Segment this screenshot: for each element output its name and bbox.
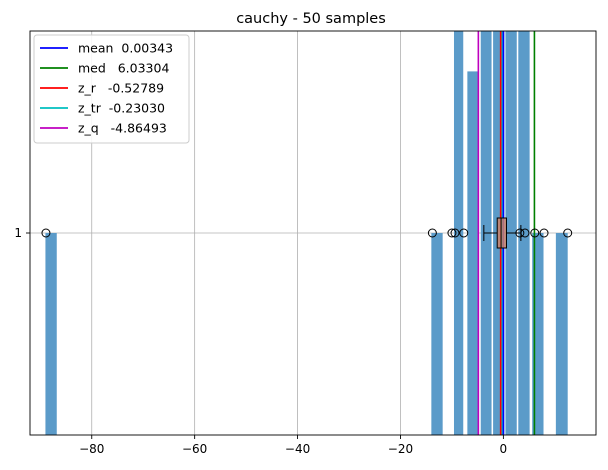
legend-label: med 6.03304 (78, 61, 169, 76)
outlier-point (427, 228, 437, 238)
boxplot (41, 217, 573, 249)
legend: mean 0.00343 med 6.03304 z_r -0.52789 z_tr … (33, 34, 190, 144)
box-iqr (496, 217, 507, 249)
histogram-bar (467, 71, 479, 436)
legend-label: z_tr -0.23030 (78, 101, 165, 116)
outlier-point (459, 228, 469, 238)
legend-box (33, 34, 190, 144)
axis-ticks: −80 −60 −40 −20 0 1 (14, 226, 507, 456)
histogram-bar (431, 233, 443, 435)
histogram-bar (532, 233, 544, 435)
x-tick-label: −80 (79, 442, 104, 456)
outlier-point (447, 228, 457, 238)
x-tick-label: −20 (388, 442, 413, 456)
outlier-point (41, 228, 51, 238)
outlier-point (563, 228, 573, 238)
outlier-point (520, 228, 530, 238)
histogram-bar (45, 233, 57, 435)
histogram-bar (555, 233, 568, 435)
x-tick-label: −60 (182, 442, 207, 456)
y-tick-label: 1 (14, 226, 22, 240)
chart-title: cauchy - 50 samples (236, 11, 386, 27)
legend-label: z_q -4.86493 (78, 121, 167, 136)
outlier-point (515, 228, 525, 238)
legend-label: z_r -0.52789 (78, 81, 164, 96)
outlier-point (539, 228, 549, 238)
outlier-point (530, 228, 540, 238)
outlier-point (450, 228, 460, 238)
legend-label: mean 0.00343 (78, 41, 173, 56)
x-tick-label: 0 (500, 442, 508, 456)
x-tick-label: −40 (285, 442, 310, 456)
